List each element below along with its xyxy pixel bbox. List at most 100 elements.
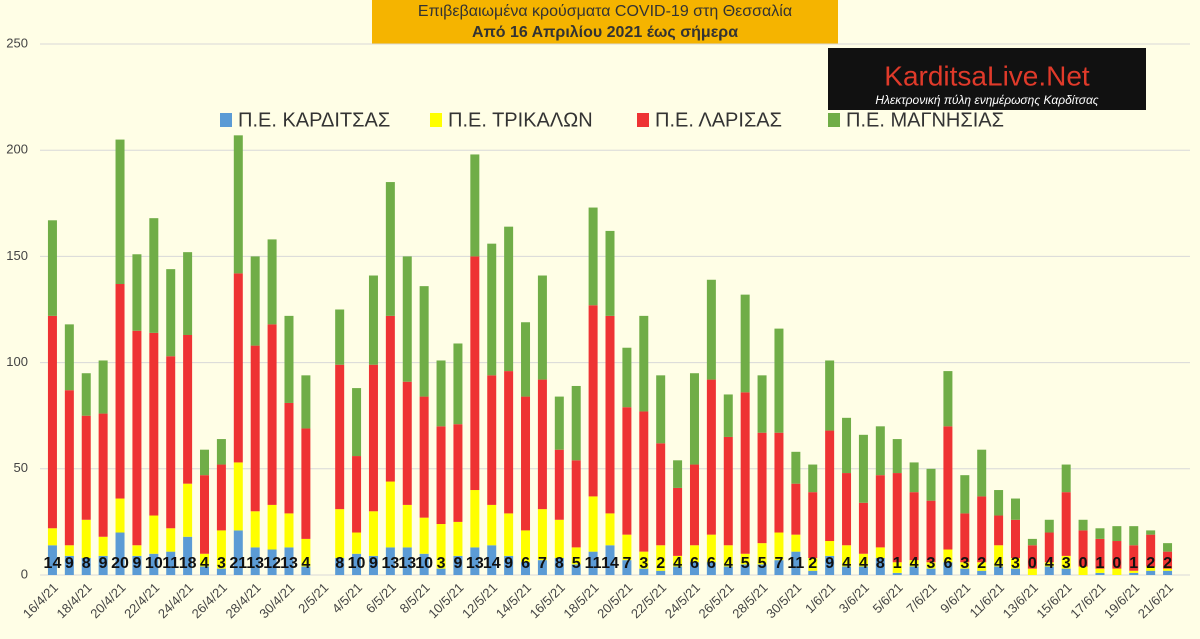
bar-segment: [284, 513, 294, 548]
bar-segment: [98, 413, 108, 537]
bar-segment: [740, 564, 750, 575]
title-box: [372, 0, 838, 44]
bar-segment: [1112, 526, 1122, 542]
bar-segment: [875, 426, 885, 476]
bar-segment: [1146, 566, 1156, 571]
bar-segment: [166, 356, 176, 529]
bar-segment: [301, 566, 311, 575]
data-label: 11: [787, 555, 804, 572]
data-label: 2: [1146, 555, 1155, 572]
bar-segment: [1129, 526, 1139, 546]
bar-segment: [1078, 566, 1088, 575]
bar-segment: [689, 545, 699, 563]
bar-segment: [1044, 519, 1054, 533]
data-label: 3: [927, 555, 936, 572]
bar-segment: [571, 385, 581, 461]
data-label: 3: [960, 555, 969, 572]
bar-segment: [1146, 530, 1156, 535]
bar-segment: [926, 562, 936, 569]
bar-segment: [98, 360, 108, 414]
bar-segment: [977, 496, 987, 563]
bar-segment: [1061, 492, 1071, 556]
bar-segment: [47, 315, 57, 529]
bar-segment: [216, 568, 226, 575]
bar-segment: [183, 334, 193, 484]
bar-segment: [689, 562, 699, 575]
bar-segment: [875, 558, 885, 575]
bar-segment: [402, 504, 412, 548]
bar-segment: [706, 534, 716, 563]
chart-subtitle: Από 16 Απριλίου 2021 έως σήμερα: [472, 24, 738, 41]
data-label: 7: [775, 555, 784, 572]
bar-segment: [335, 309, 345, 365]
bar-segment: [419, 396, 429, 518]
data-label: 5: [572, 555, 581, 572]
bar-segment: [808, 558, 818, 571]
legend-label: Π.Ε. ΛΑΡΙΣΑΣ: [655, 109, 782, 131]
bar-segment: [723, 394, 733, 437]
bar-segment: [1129, 572, 1139, 575]
bar-segment: [1163, 543, 1173, 552]
bar-segment: [149, 332, 159, 516]
bar-segment: [706, 379, 716, 535]
bar-segment: [352, 388, 362, 457]
bar-segment: [166, 269, 176, 357]
bar-segment: [791, 451, 801, 484]
bar-segment: [216, 530, 226, 569]
data-label: 3: [1062, 555, 1071, 572]
data-label: 4: [724, 555, 733, 572]
bar-segment: [1112, 568, 1122, 575]
bar-segment: [1078, 519, 1088, 531]
bar-segment: [284, 315, 294, 403]
data-label: 6: [707, 555, 716, 572]
bar-segment: [368, 511, 378, 556]
bar-segment: [808, 570, 818, 575]
bar-segment: [1027, 538, 1037, 546]
bar-segment: [1044, 532, 1054, 563]
bar-segment: [1044, 562, 1054, 567]
bar-segment: [808, 464, 818, 493]
data-label: 2: [808, 555, 817, 572]
data-label: 8: [876, 555, 885, 572]
bar-segment: [200, 475, 210, 554]
bar-segment: [909, 462, 919, 493]
bar-segment: [81, 373, 91, 416]
bar-segment: [858, 502, 868, 554]
data-label: 14: [483, 555, 501, 572]
bar-segment: [825, 555, 835, 575]
bar-segment: [200, 553, 210, 567]
bar-segment: [436, 568, 446, 575]
bar-segment: [892, 439, 902, 474]
data-label: 6: [943, 555, 952, 572]
bar-segment: [622, 407, 632, 535]
bar-segment: [605, 315, 615, 514]
bar-segment: [791, 483, 801, 535]
bar-segment: [436, 426, 446, 525]
data-label: 4: [859, 555, 868, 572]
bar-segment: [994, 545, 1004, 567]
bar-segment: [301, 375, 311, 429]
data-label: 9: [132, 555, 141, 572]
bar-segment: [250, 511, 260, 548]
bar-segment: [622, 347, 632, 408]
bar-segment: [537, 275, 547, 380]
bar-segment: [1146, 570, 1156, 575]
bar-segment: [960, 562, 970, 569]
bar-segment: [183, 536, 193, 575]
bar-segment: [81, 415, 91, 520]
bar-segment: [1010, 498, 1020, 520]
bar-segment: [892, 473, 902, 563]
bar-segment: [183, 483, 193, 537]
bar-segment: [909, 560, 919, 567]
bar-segment: [1027, 568, 1037, 575]
data-label: 9: [504, 555, 513, 572]
data-label: 5: [758, 555, 767, 572]
bar-segment: [149, 515, 159, 554]
bar-segment: [926, 500, 936, 563]
data-label: 6: [521, 555, 530, 572]
bar-segment: [385, 547, 395, 575]
bar-segment: [267, 239, 277, 325]
bar-segment: [858, 434, 868, 503]
bar-segment: [115, 139, 125, 285]
data-label: 0: [1112, 555, 1121, 572]
